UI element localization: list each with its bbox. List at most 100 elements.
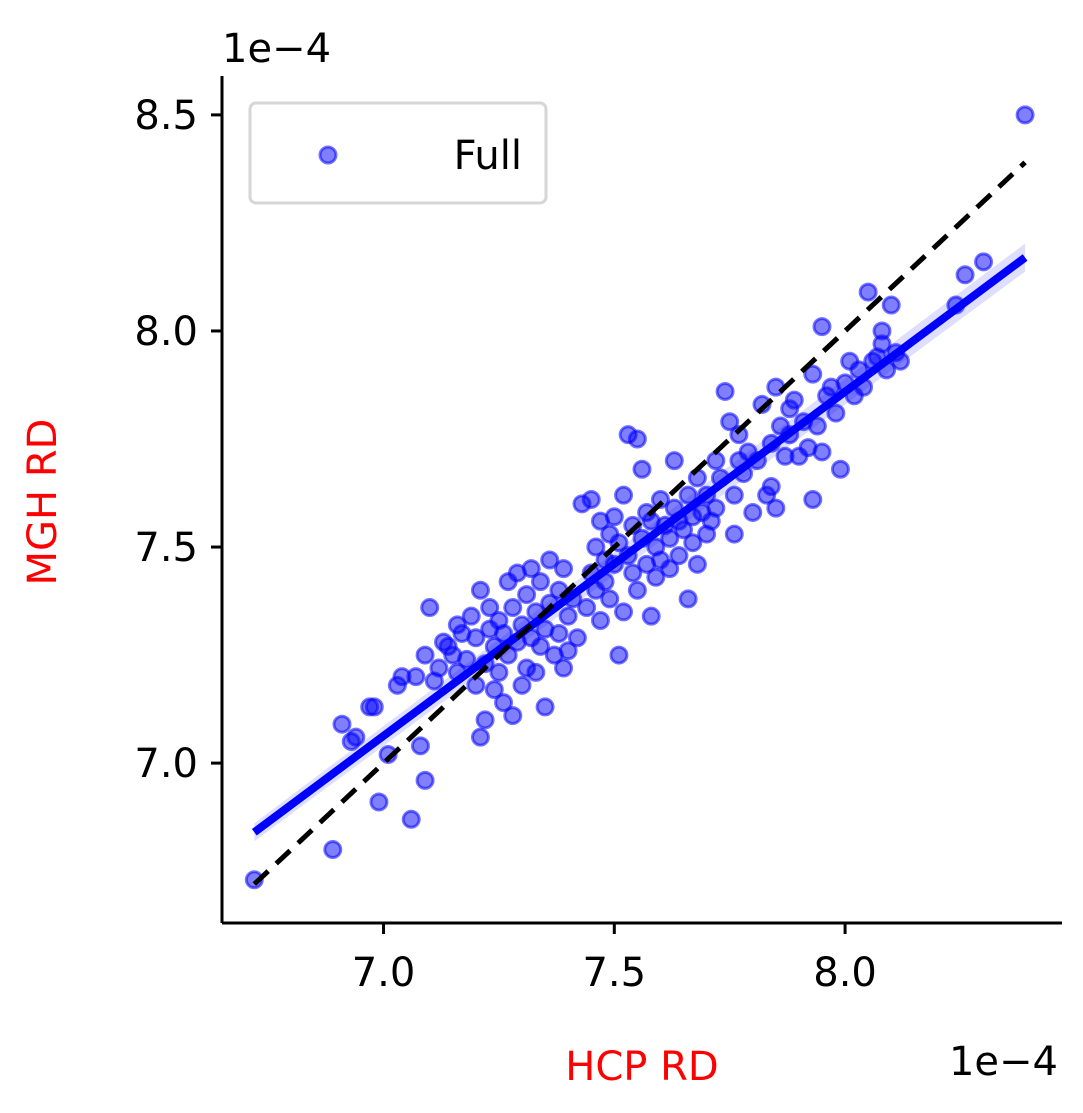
scatter-point [540, 550, 560, 570]
scatter-point [577, 598, 597, 618]
scatter-point [415, 770, 435, 790]
scatter-point [512, 675, 532, 695]
scatter-point [784, 390, 804, 410]
scatter-point [724, 485, 744, 505]
scatter-point [803, 364, 823, 384]
scatter-point [567, 628, 587, 648]
scatter-point [627, 580, 647, 600]
scatter-point [609, 645, 629, 665]
scatter-point [660, 559, 680, 579]
scatter-point [549, 623, 569, 643]
x-tick-label: 7.0 [352, 950, 416, 996]
scatter-point [641, 606, 661, 626]
scatter-point [503, 706, 523, 726]
legend-label-full: Full [454, 133, 522, 179]
y-offset-label: 1e−4 [222, 26, 331, 72]
scatter-point [881, 295, 901, 315]
y-axis-label: MGH RD [20, 419, 66, 586]
regression-line [251, 254, 1028, 836]
scatter-point [530, 572, 550, 592]
scatter-point [803, 490, 823, 509]
scatter-point [812, 442, 832, 462]
scatter-point [530, 636, 550, 656]
scatter-point [646, 567, 666, 587]
scatter-point [724, 524, 744, 544]
scatter-point [812, 317, 832, 337]
scatter-point [420, 598, 440, 618]
scatter-point [461, 606, 481, 626]
scatter-point [558, 641, 578, 661]
scatter-point [484, 680, 504, 700]
scatter-point [632, 459, 652, 479]
scatter-point [517, 585, 537, 605]
x-offset-label: 1e−4 [949, 1039, 1058, 1085]
y-tick-label: 7.0 [134, 741, 198, 787]
scatter-point [470, 727, 490, 747]
scatter-point [332, 714, 352, 734]
scatter-point [590, 611, 610, 630]
scatter-point [664, 451, 684, 471]
scatter-point [364, 697, 384, 717]
x-axis-ticks: 7.0 7.5 8.0 [352, 923, 877, 996]
y-tick-label: 7.5 [134, 525, 198, 571]
y-tick-label: 8.5 [134, 93, 198, 139]
y-tick-label: 8.0 [134, 309, 198, 355]
scatter-point [401, 809, 421, 829]
scatter-point [466, 628, 486, 648]
x-tick-label: 7.5 [582, 950, 646, 996]
scatter-point [457, 649, 477, 669]
scatter-point [678, 485, 698, 505]
scatter-point [521, 559, 541, 579]
scatter-point [558, 606, 578, 626]
scatter-point [526, 662, 546, 682]
scatter-point [600, 589, 620, 609]
scatter-point [743, 502, 763, 522]
scatter-point [706, 498, 726, 518]
scatter-point [872, 321, 892, 341]
scatter-point [586, 537, 606, 557]
scatter-point [715, 381, 735, 401]
scatter-point [475, 710, 495, 730]
scatter-point [627, 429, 647, 449]
scatter-point [323, 840, 343, 860]
scatter-point [826, 403, 846, 423]
fit-lines-layer [251, 160, 1028, 886]
scatter-point [535, 697, 555, 717]
scatter-point [614, 485, 634, 505]
scatter-point [687, 554, 707, 574]
x-axis-label: HCP RD [565, 1044, 718, 1090]
scatter-point [494, 693, 514, 713]
scatter-point [650, 490, 670, 509]
scatter-point [674, 520, 694, 540]
scatter-point [1015, 105, 1035, 125]
scatter-point [470, 580, 490, 600]
legend-marker [318, 145, 338, 165]
scatter-point [660, 528, 680, 548]
identity-dashed-line [252, 160, 1027, 886]
scatter-point [429, 658, 449, 678]
scatter-point [554, 559, 574, 579]
scatter-point [480, 598, 500, 618]
scatter-point [346, 727, 366, 747]
legend-frame [248, 101, 548, 205]
scatter-point [974, 252, 994, 272]
scatter-points-layer [244, 105, 1035, 890]
scatter-point [415, 645, 435, 665]
scatter-point [955, 265, 975, 285]
scatter-point [406, 667, 426, 687]
scatter-point [807, 416, 827, 436]
scatter-point [369, 792, 389, 812]
scatter-point [720, 412, 740, 432]
x-tick-label: 8.0 [813, 950, 877, 996]
scatter-point [683, 533, 703, 553]
scatter-point [489, 662, 509, 682]
scatter-point [581, 490, 601, 509]
scatter-point [604, 507, 624, 527]
scatter-point [623, 563, 643, 583]
scatter-point [858, 282, 878, 302]
y-axis-ticks: 7.0 7.5 8.0 8.5 [134, 93, 222, 787]
legend: Full [248, 101, 548, 205]
scatter-point [410, 736, 430, 756]
scatter-point [669, 546, 689, 566]
